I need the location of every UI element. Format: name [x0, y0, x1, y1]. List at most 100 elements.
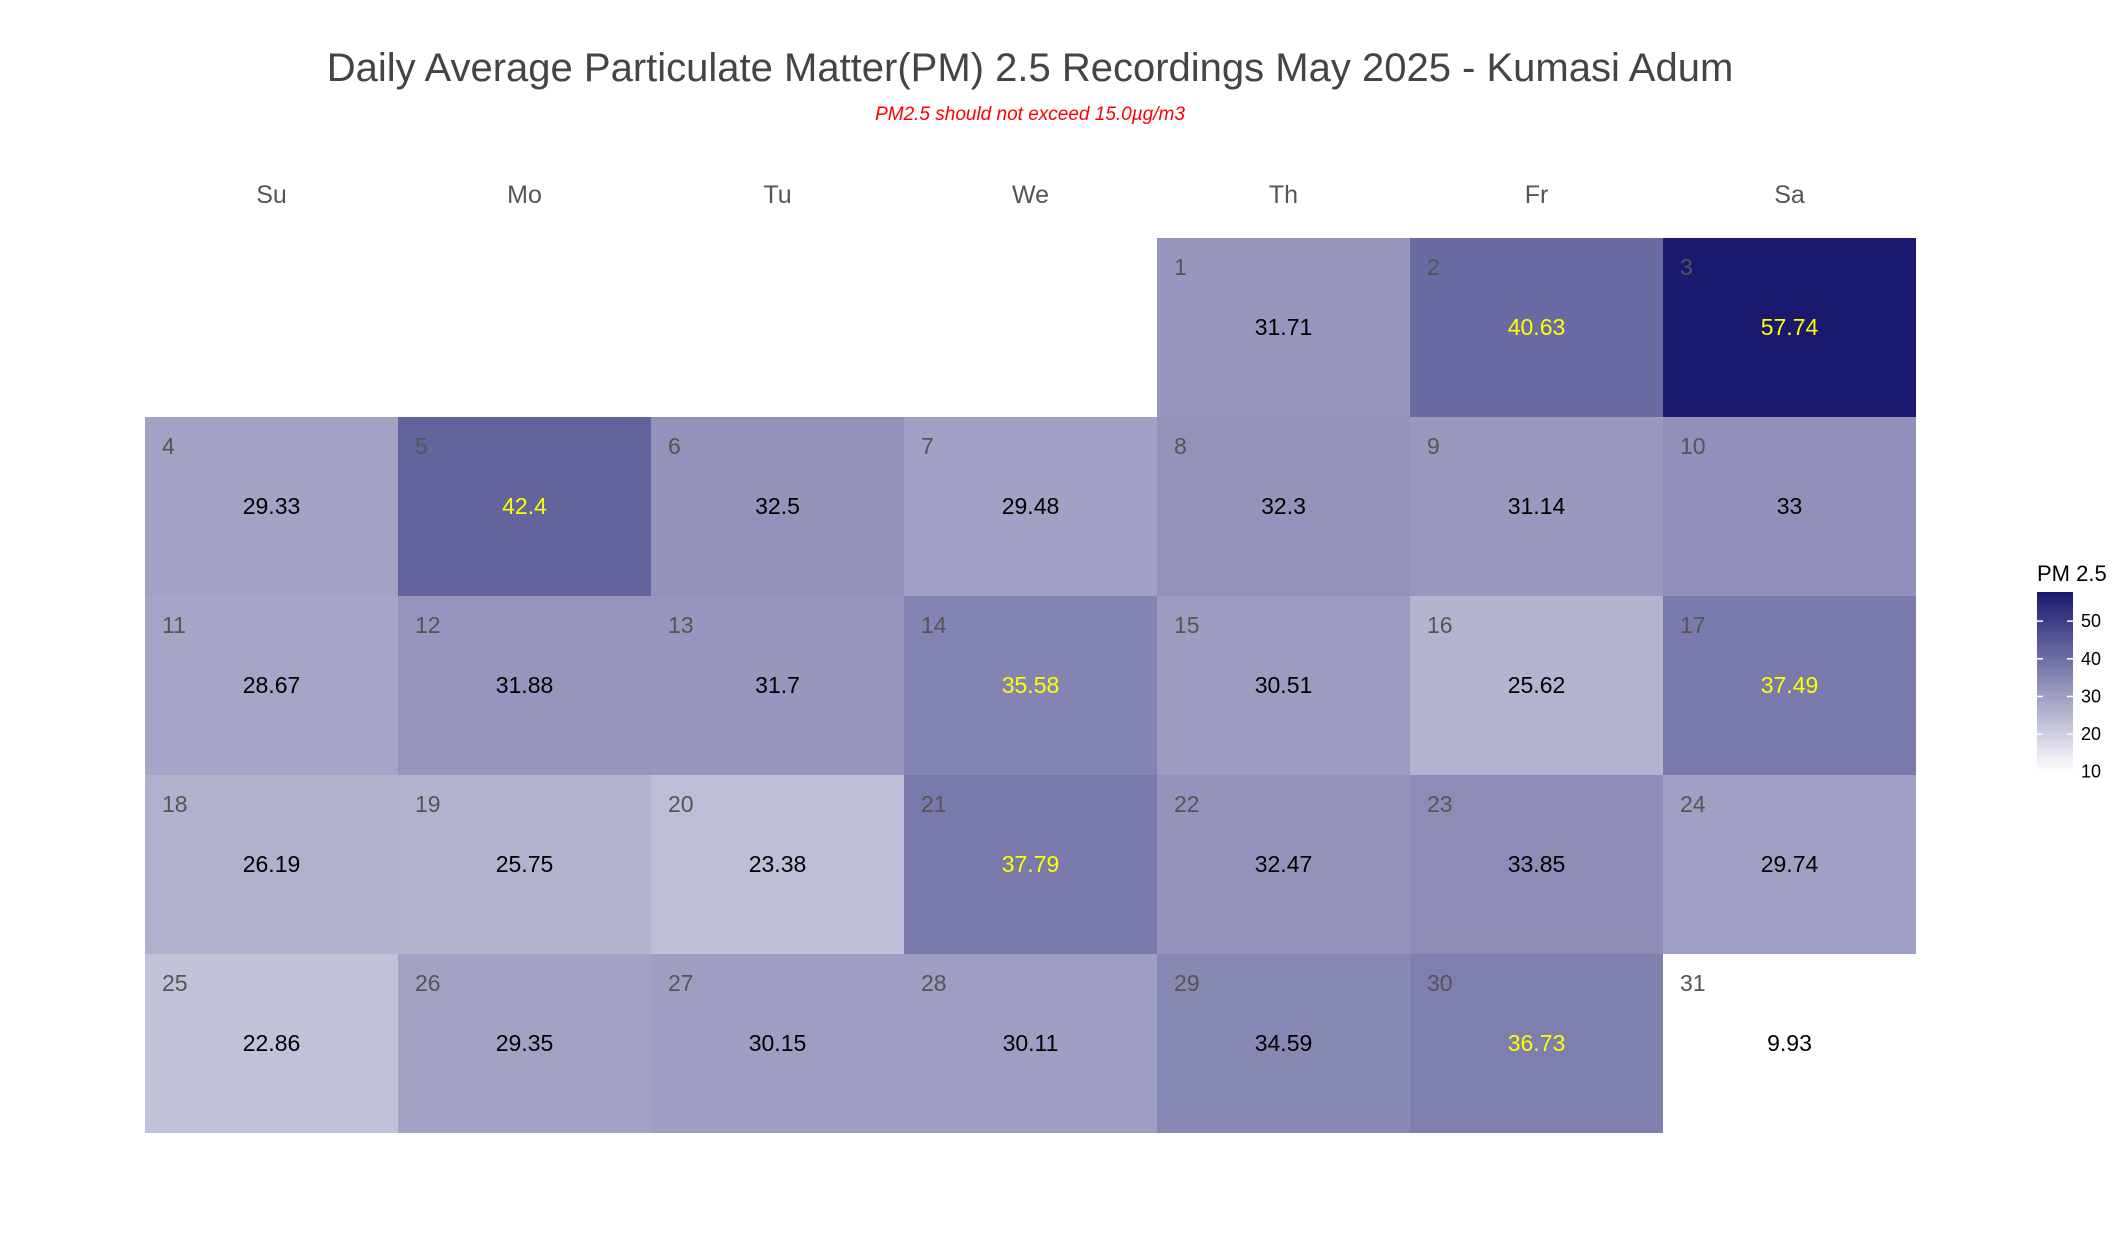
day-value-label: 57.74: [1761, 314, 1819, 340]
day-value-label: 31.88: [496, 672, 554, 698]
day-cell-fill: [145, 596, 398, 775]
day-value-label: 31.14: [1508, 493, 1566, 519]
day-cell-fill: [398, 775, 651, 954]
legend-ticks: 10 20 30 40 50: [2037, 611, 2101, 782]
day-cell-fill: [1410, 954, 1663, 1133]
day-number: 30: [1427, 970, 1453, 996]
day-cell-fill: [904, 417, 1157, 596]
day-cell: 18 26.19: [145, 775, 398, 954]
day-cell: 11 28.67: [145, 596, 398, 775]
day-number: 10: [1680, 433, 1706, 459]
legend-title: PM 2.5: [2037, 561, 2107, 586]
day-value-label: 33: [1777, 493, 1803, 519]
day-cell: 19 25.75: [398, 775, 651, 954]
day-cell: 21 37.79: [904, 775, 1157, 954]
day-value-label: 25.62: [1508, 672, 1566, 698]
day-value-label: 28.67: [243, 672, 301, 698]
day-number: 26: [415, 970, 441, 996]
day-cell: 12 31.88: [398, 596, 651, 775]
day-cell-fill: [398, 417, 651, 596]
day-value-label: 30.51: [1255, 672, 1313, 698]
day-value-label: 32.47: [1255, 851, 1313, 877]
color-legend: PM 2.5 10 20 30 40 50: [2037, 561, 2107, 782]
day-cell: 30 36.73: [1410, 954, 1663, 1133]
day-cell-fill: [145, 775, 398, 954]
day-number: 14: [921, 612, 947, 638]
day-number: 24: [1680, 791, 1706, 817]
day-cell-fill: [651, 775, 904, 954]
day-value-label: 37.79: [1002, 851, 1060, 877]
day-value-label: 30.15: [749, 1030, 807, 1056]
weekday-label: Th: [1269, 181, 1298, 209]
weekday-label: Mo: [507, 181, 542, 209]
legend-tick-label: 20: [2081, 724, 2101, 744]
day-number: 13: [668, 612, 694, 638]
day-cell: 25 22.86: [145, 954, 398, 1133]
day-value-label: 29.33: [243, 493, 301, 519]
day-value-label: 25.75: [496, 851, 554, 877]
day-value-label: 32.5: [755, 493, 800, 519]
day-cell: 729.48: [904, 417, 1157, 596]
day-number: 17: [1680, 612, 1706, 638]
legend-color-bar: [2037, 592, 2073, 772]
day-cell: 20 23.38: [651, 775, 904, 954]
day-cell-fill: [1157, 954, 1410, 1133]
day-number: 19: [415, 791, 441, 817]
day-number: 27: [668, 970, 694, 996]
day-cell-fill: [398, 954, 651, 1133]
day-number: 22: [1174, 791, 1200, 817]
day-value-label: 29.74: [1761, 851, 1819, 877]
day-cell-fill: [1663, 596, 1916, 775]
day-value-label: 37.49: [1761, 672, 1819, 698]
weekday-label: We: [1012, 181, 1049, 209]
day-cell-fill: [145, 954, 398, 1133]
chart-subtitle: PM2.5 should not exceed 15.0µg/m3: [875, 104, 1185, 125]
day-value-label: 33.85: [1508, 851, 1566, 877]
day-cell: 319.93: [1663, 954, 1916, 1133]
day-number: 8: [1174, 433, 1187, 459]
day-number: 4: [162, 433, 175, 459]
day-cell-fill: [1663, 954, 1916, 1133]
day-cell-fill: [904, 954, 1157, 1133]
day-cell-fill: [1410, 596, 1663, 775]
day-cell-fill: [1663, 417, 1916, 596]
day-value-label: 40.63: [1508, 314, 1566, 340]
day-cell-fill: [1410, 417, 1663, 596]
day-number: 29: [1174, 970, 1200, 996]
legend-tick-label: 40: [2081, 649, 2101, 669]
day-number: 21: [921, 791, 947, 817]
day-cell: 632.5: [651, 417, 904, 596]
day-cell: 23 33.85: [1410, 775, 1663, 954]
day-cell: 131.71: [1157, 238, 1410, 417]
day-cell-fill: [1157, 775, 1410, 954]
day-value-label: 30.11: [1003, 1030, 1059, 1056]
day-cell: 22 32.47: [1157, 775, 1410, 954]
day-number: 18: [162, 791, 188, 817]
day-cell: 15 30.51: [1157, 596, 1410, 775]
day-cell-fill: [651, 954, 904, 1133]
day-cell-fill: [398, 596, 651, 775]
day-number: 7: [921, 433, 934, 459]
day-number: 25: [162, 970, 188, 996]
day-number: 23: [1427, 791, 1453, 817]
day-number: 31: [1680, 970, 1706, 996]
day-value-label: 32.3: [1261, 493, 1306, 519]
day-cell-fill: [145, 417, 398, 596]
day-number: 1: [1174, 254, 1187, 280]
day-number: 16: [1427, 612, 1453, 638]
day-cell-fill: [904, 775, 1157, 954]
weekday-labels: Su Mo Tu We Th Fr Sa: [256, 181, 1805, 209]
day-cell-fill: [1157, 238, 1410, 417]
day-value-label: 42.4: [502, 493, 547, 519]
day-number: 6: [668, 433, 681, 459]
weekday-label: Fr: [1525, 181, 1549, 209]
day-cell: 28 30.11: [904, 954, 1157, 1133]
day-cell: 26 29.35: [398, 954, 651, 1133]
day-cell-fill: [1663, 238, 1916, 417]
day-value-label: 34.59: [1255, 1030, 1313, 1056]
chart-title: Daily Average Particulate Matter(PM) 2.5…: [326, 46, 1734, 90]
day-cell-fill: [1157, 596, 1410, 775]
day-value-label: 22.86: [243, 1030, 301, 1056]
day-cells: 131.71240.63357.74429.33542.4632.5729.48…: [145, 238, 1916, 1133]
day-value-label: 26.19: [243, 851, 301, 877]
